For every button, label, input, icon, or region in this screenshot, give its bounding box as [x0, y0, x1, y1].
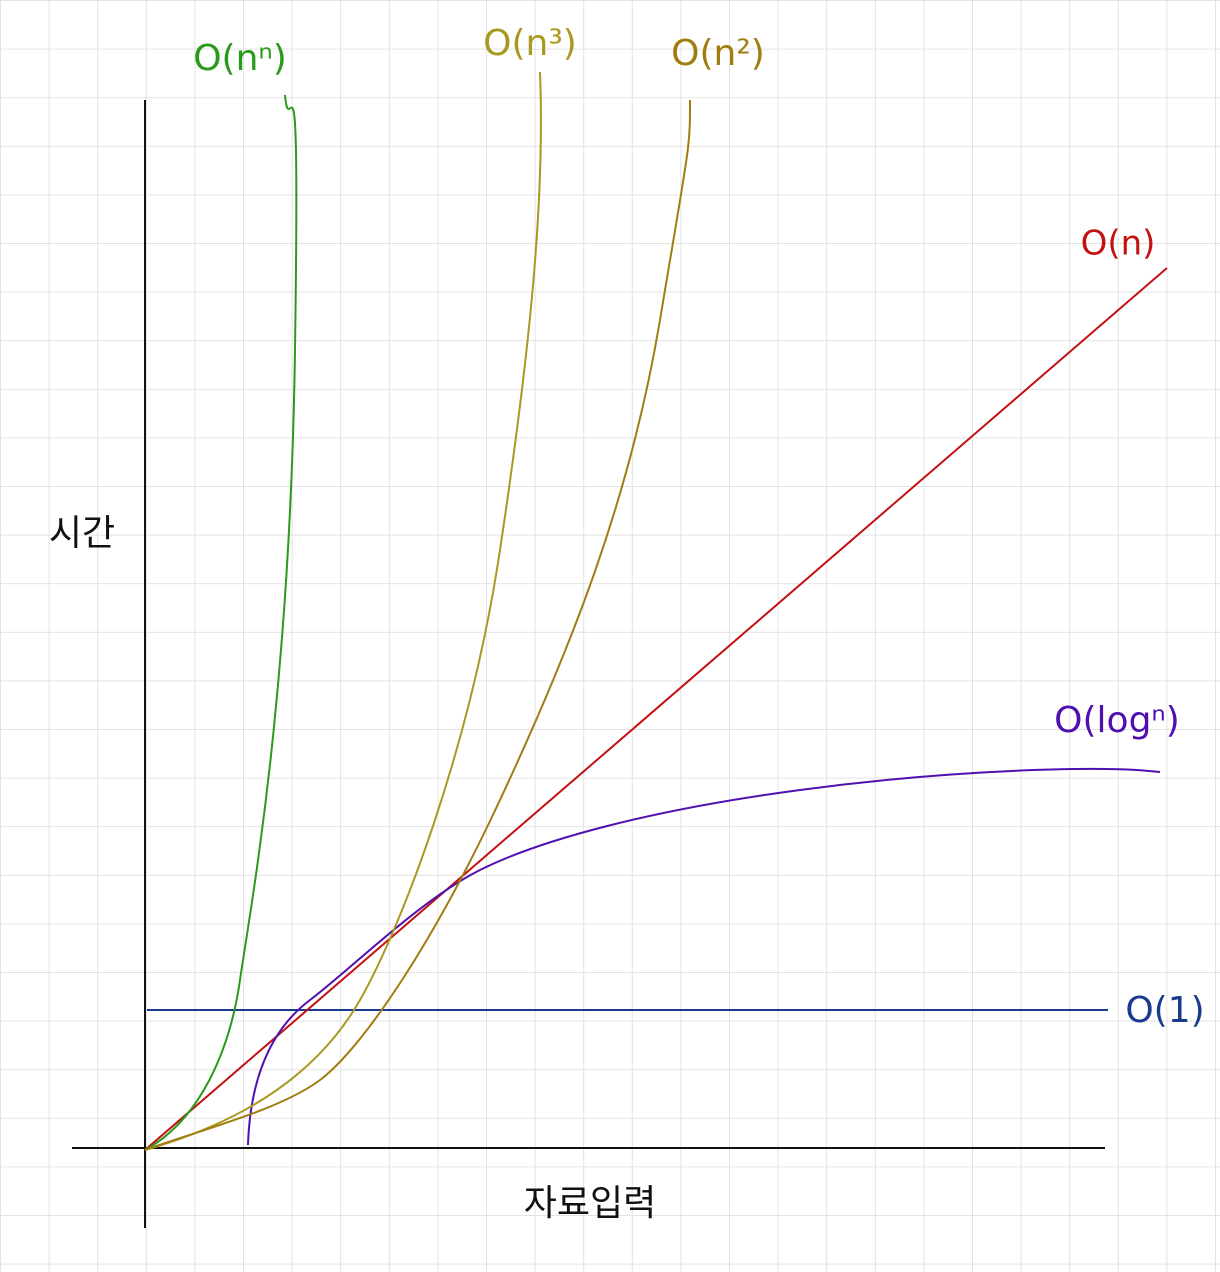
curve-on	[144, 267, 1168, 1151]
y-axis-label: 시간	[49, 513, 115, 554]
curve-label: O(logⁿ)	[1054, 700, 1180, 741]
curve-label: O(n)	[1081, 224, 1156, 264]
curve-label: O(nⁿ)	[193, 38, 287, 79]
curve-onn	[144, 94, 298, 1151]
x-axis-label: 자료입력	[524, 1183, 656, 1224]
curve-label: O(1)	[1125, 990, 1204, 1031]
curve-label: O(n²)	[671, 33, 765, 74]
curve-label: O(n³)	[483, 23, 577, 64]
curve-ologn	[247, 768, 1161, 1146]
curve-on2	[144, 99, 691, 1151]
curve-on3	[144, 71, 542, 1151]
